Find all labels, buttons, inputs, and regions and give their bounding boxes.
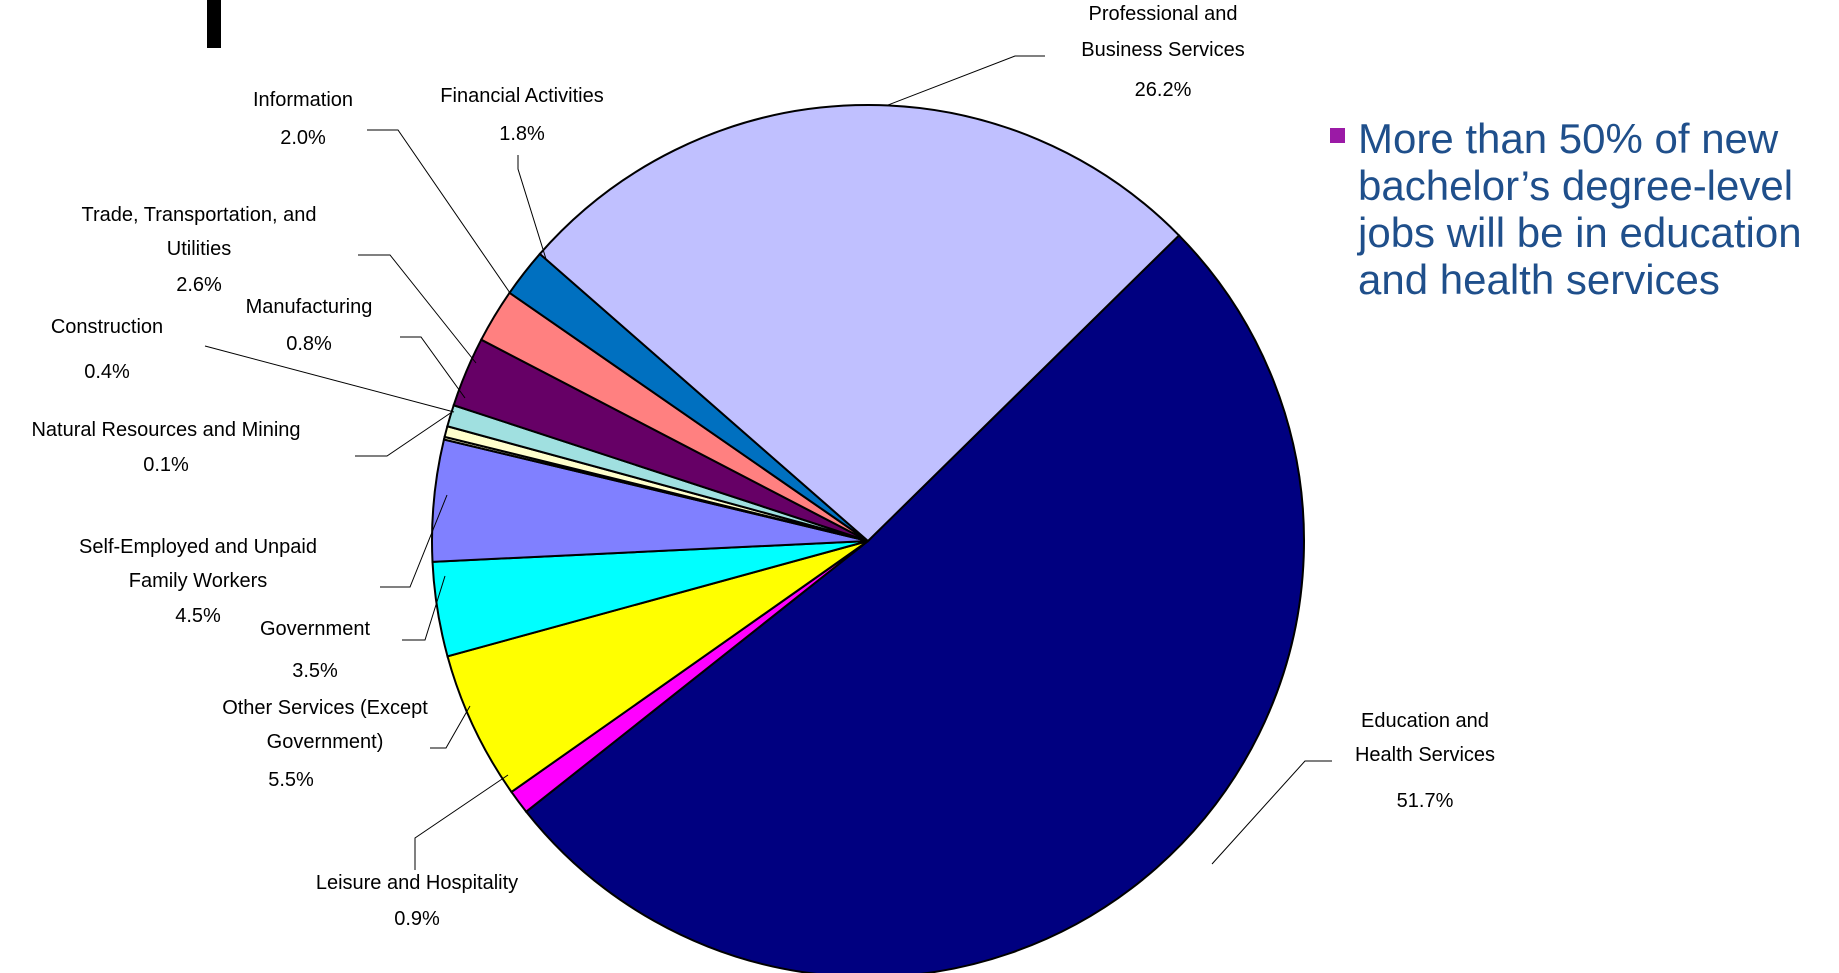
bullet-point: More than 50% of new bachelor’s degree-l…	[1330, 115, 1830, 303]
slice-value-other-services-except-government: 5.5%	[268, 769, 314, 791]
slice-label-government: Government	[260, 618, 370, 640]
slice-label-manufacturing: Manufacturing	[246, 296, 373, 318]
slice-label-natural-resources-and-mining: Natural Resources and Mining	[31, 419, 300, 441]
slice-value-natural-resources-and-mining: 0.1%	[143, 454, 189, 476]
slice-value-information: 2.0%	[280, 127, 326, 149]
leader-line-natural-resources-and-mining	[355, 411, 453, 457]
slice-value-self-employed-and-unpaid-family-workers: 4.5%	[175, 605, 221, 627]
slice-label-other-services-except-government: Other Services (Except	[222, 697, 428, 719]
slice-label-leisure-and-hospitality: Leisure and Hospitality	[316, 872, 518, 894]
leader-line-professional-and-business-services	[887, 55, 1045, 106]
square-bullet-icon	[1330, 128, 1345, 143]
pie-slices	[431, 104, 1305, 973]
slice-value-manufacturing: 0.8%	[286, 333, 332, 355]
slice-value-government: 3.5%	[292, 660, 338, 682]
pie-slice-professional-and-business-services	[538, 104, 1181, 543]
leader-line-education-and-health-services	[1211, 760, 1332, 865]
slice-label-education-and-health-services: Health Services	[1355, 744, 1495, 766]
slice-label-self-employed-and-unpaid-family-workers: Self-Employed and Unpaid	[79, 536, 317, 558]
slice-value-education-and-health-services: 51.7%	[1397, 790, 1454, 812]
pie-labels: Education and Health Services 51.7% Leisure…	[31, 3, 1495, 930]
leader-line-manufacturing	[400, 336, 466, 399]
title-accent-bar	[207, 0, 221, 48]
slice-value-leisure-and-hospitality: 0.9%	[394, 908, 440, 930]
leader-line-other-services-except-government	[430, 705, 471, 749]
slice-value-trade-transportation-and-utilities: 2.6%	[176, 274, 222, 296]
pie-slice-education-and-health-services	[524, 233, 1305, 973]
slice-label-professional-and-business-services: Business Services	[1081, 39, 1244, 61]
leader-line-government	[402, 575, 446, 641]
leader-line-leisure-and-hospitality	[414, 774, 509, 870]
slice-value-professional-and-business-services: 26.2%	[1135, 79, 1192, 101]
slice-label-financial-activities: Financial Activities	[440, 85, 603, 107]
bullet-text: More than 50% of new bachelor’s degree-l…	[1358, 115, 1802, 303]
leader-line-construction	[204, 345, 455, 413]
slice-label-self-employed-and-unpaid-family-workers: Family Workers	[129, 570, 268, 592]
leader-line-financial-activities	[517, 155, 547, 260]
slice-label-trade-transportation-and-utilities: Utilities	[167, 238, 231, 260]
slice-label-professional-and-business-services: Professional and	[1089, 3, 1238, 25]
slice-label-education-and-health-services: Education and	[1361, 710, 1489, 732]
slice-label-other-services-except-government: Government)	[267, 731, 384, 753]
slice-value-construction: 0.4%	[84, 361, 130, 383]
slice-label-trade-transportation-and-utilities: Trade, Transportation, and	[82, 204, 317, 226]
slice-value-financial-activities: 1.8%	[499, 123, 545, 145]
pie-slice-other-services-except-government	[446, 540, 869, 794]
slice-label-construction: Construction	[51, 316, 163, 338]
slice-label-information: Information	[253, 89, 353, 111]
leader-line-information	[367, 129, 511, 294]
leader-line-self-employed-and-unpaid-family-workers	[380, 494, 448, 588]
leader-line-trade-transportation-and-utilities	[358, 254, 477, 364]
